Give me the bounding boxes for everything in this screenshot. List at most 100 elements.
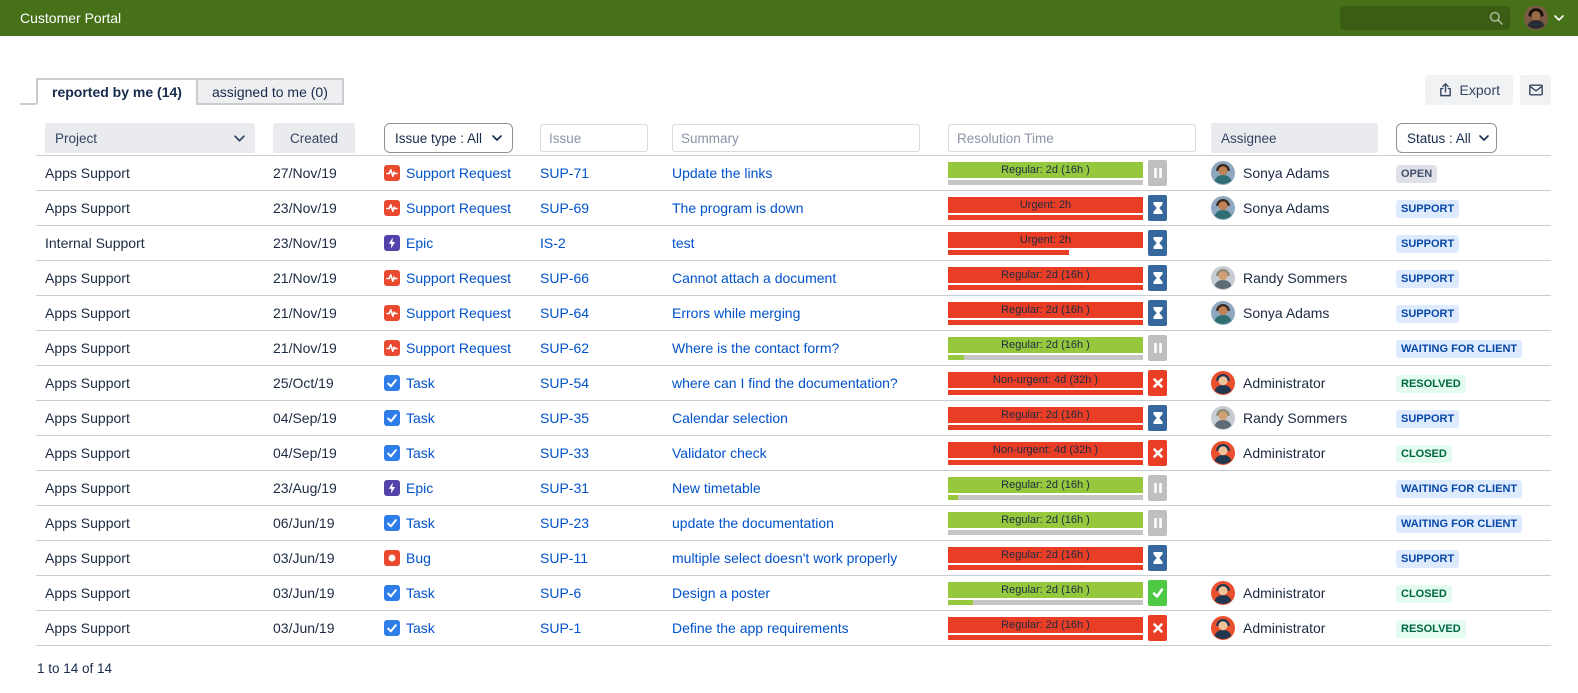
project-cell: Apps Support <box>45 305 130 321</box>
created-cell: 04/Sep/19 <box>273 445 337 461</box>
table-row: Apps Support 03/Jun/19 Task SUP-1 Define… <box>36 610 1551 645</box>
chevron-down-icon <box>1554 15 1564 21</box>
portal-main: reported by me (14) assigned to me (0) E… <box>0 75 1578 676</box>
issue-summary-link[interactable]: update the documentation <box>672 515 834 531</box>
issue-key-link[interactable]: SUP-31 <box>540 480 590 496</box>
issue-key-link[interactable]: SUP-33 <box>540 445 590 461</box>
assignee-name: Sonya Adams <box>1243 200 1330 216</box>
issue-type-link[interactable]: Epic <box>406 480 434 496</box>
tab-label: reported by me (14) <box>52 83 182 100</box>
sla-state-icon <box>1148 230 1167 256</box>
sla-bar: Urgent: 2h <box>948 231 1143 248</box>
issue-type-link[interactable]: Task <box>406 445 435 461</box>
project-cell: Apps Support <box>45 620 130 636</box>
created-column-header[interactable]: Created <box>273 123 355 153</box>
status-badge: WAITING FOR CLIENT <box>1396 339 1523 358</box>
issue-type-link[interactable]: Epic <box>406 235 434 251</box>
issue-summary-link[interactable]: Errors while merging <box>672 305 801 321</box>
status-filter[interactable]: Status : All <box>1396 123 1497 153</box>
issue-key-link[interactable]: SUP-62 <box>540 340 590 356</box>
issue-key-link[interactable]: SUP-1 <box>540 620 582 636</box>
assignee-cell: Administrator <box>1211 441 1396 465</box>
issue-summary-link[interactable]: Cannot attach a document <box>672 270 837 286</box>
user-menu[interactable] <box>1524 5 1564 31</box>
sla-progress-fill <box>948 424 1143 430</box>
issue-summary-link[interactable]: Design a poster <box>672 585 771 601</box>
created-cell: 21/Nov/19 <box>273 340 337 356</box>
issue-type-filter[interactable]: Issue type : All <box>384 123 513 153</box>
issue-summary-link[interactable]: Where is the contact form? <box>672 340 840 356</box>
issue-filter-input[interactable] <box>540 124 648 152</box>
table-row: Apps Support 21/Nov/19 Support Request S… <box>36 330 1551 365</box>
email-subscription-button[interactable] <box>1520 75 1551 105</box>
issue-key-link[interactable]: SUP-35 <box>540 410 590 426</box>
issue-type-link[interactable]: Task <box>406 410 435 426</box>
created-cell: 23/Nov/19 <box>273 200 337 216</box>
issue-summary-link[interactable]: Calendar selection <box>672 410 788 426</box>
issue-type-link[interactable]: Support Request <box>406 305 512 321</box>
project-cell: Apps Support <box>45 480 130 496</box>
resolution-time-filter-input[interactable] <box>948 124 1196 152</box>
user-avatar[interactable] <box>1524 5 1548 31</box>
status-badge: WAITING FOR CLIENT <box>1396 479 1523 498</box>
issue-summary-link[interactable]: Define the app requirements <box>672 620 849 636</box>
tab-assigned-to-me[interactable]: assigned to me (0) <box>195 78 344 105</box>
issue-key-link[interactable]: SUP-6 <box>540 585 582 601</box>
search-input[interactable] <box>1348 10 1488 26</box>
sla-widget: Regular: 2d (16h ) <box>948 336 1143 360</box>
issue-type-link[interactable]: Support Request <box>406 270 512 286</box>
issue-summary-link[interactable]: multiple select doesn't work properly <box>672 550 898 566</box>
issue-key-link[interactable]: SUP-66 <box>540 270 590 286</box>
issue-type-link[interactable]: Task <box>406 585 435 601</box>
sla-progress-fill <box>948 599 974 605</box>
sla-progress-track <box>948 424 1143 430</box>
issue-key-link[interactable]: IS-2 <box>540 235 566 251</box>
issue-key-link[interactable]: SUP-64 <box>540 305 590 321</box>
assignee-name: Administrator <box>1243 445 1326 461</box>
issue-type-link[interactable]: Support Request <box>406 200 512 216</box>
issue-type-link[interactable]: Support Request <box>406 165 512 181</box>
issue-summary-link[interactable]: Validator check <box>672 445 767 461</box>
assignee-avatar <box>1211 161 1235 185</box>
issue-type-link[interactable]: Task <box>406 515 435 531</box>
issue-type-link[interactable]: Task <box>406 375 435 391</box>
issue-summary-link[interactable]: The program is down <box>672 200 804 216</box>
status-badge: OPEN <box>1396 164 1438 183</box>
app-header: Customer Portal <box>0 0 1578 36</box>
issue-key-link[interactable]: SUP-71 <box>540 165 590 181</box>
issue-summary-link[interactable]: Update the links <box>672 165 773 181</box>
assignee-cell: Administrator <box>1211 581 1396 605</box>
assignee-cell: Sonya Adams <box>1211 301 1396 325</box>
project-cell: Apps Support <box>45 550 130 566</box>
issue-key-link[interactable]: SUP-54 <box>540 375 590 391</box>
issue-summary-link[interactable]: test <box>672 235 695 251</box>
issue-type-link[interactable]: Support Request <box>406 340 512 356</box>
sla-widget: Regular: 2d (16h ) <box>948 161 1143 185</box>
issue-key-link[interactable]: SUP-69 <box>540 200 590 216</box>
issue-key-link[interactable]: SUP-23 <box>540 515 590 531</box>
sla-state-icon <box>1148 300 1167 326</box>
assignee-cell: Sonya Adams <box>1211 196 1396 220</box>
summary-filter-input[interactable] <box>672 124 920 152</box>
app-title: Customer Portal <box>20 10 122 26</box>
export-button[interactable]: Export <box>1424 75 1513 105</box>
sla-bar: Regular: 2d (16h ) <box>948 266 1143 283</box>
tab-reported-by-me[interactable]: reported by me (14) <box>36 78 198 105</box>
issue-summary-link[interactable]: New timetable <box>672 480 761 496</box>
chevron-down-icon <box>1478 135 1489 141</box>
assignee-column-header[interactable]: Assignee <box>1211 123 1378 153</box>
header-search[interactable] <box>1340 6 1510 30</box>
sla-bar: Regular: 2d (16h ) <box>948 301 1143 318</box>
sla-state-icon <box>1148 510 1167 536</box>
issue-summary-link[interactable]: where can I find the documentation? <box>672 375 898 391</box>
sla-widget: Regular: 2d (16h ) <box>948 406 1143 430</box>
sla-progress-fill <box>948 634 1143 640</box>
project-filter[interactable]: Project <box>45 123 255 153</box>
issue-type-link[interactable]: Bug <box>406 550 431 566</box>
pagination-summary: 1 to 14 of 14 <box>37 661 113 676</box>
issue-key-link[interactable]: SUP-11 <box>540 550 588 566</box>
issue-type-link[interactable]: Task <box>406 620 435 636</box>
status-badge: RESOLVED <box>1396 619 1466 638</box>
sla-bar: Regular: 2d (16h ) <box>948 511 1143 528</box>
tab-baseline <box>20 78 36 105</box>
